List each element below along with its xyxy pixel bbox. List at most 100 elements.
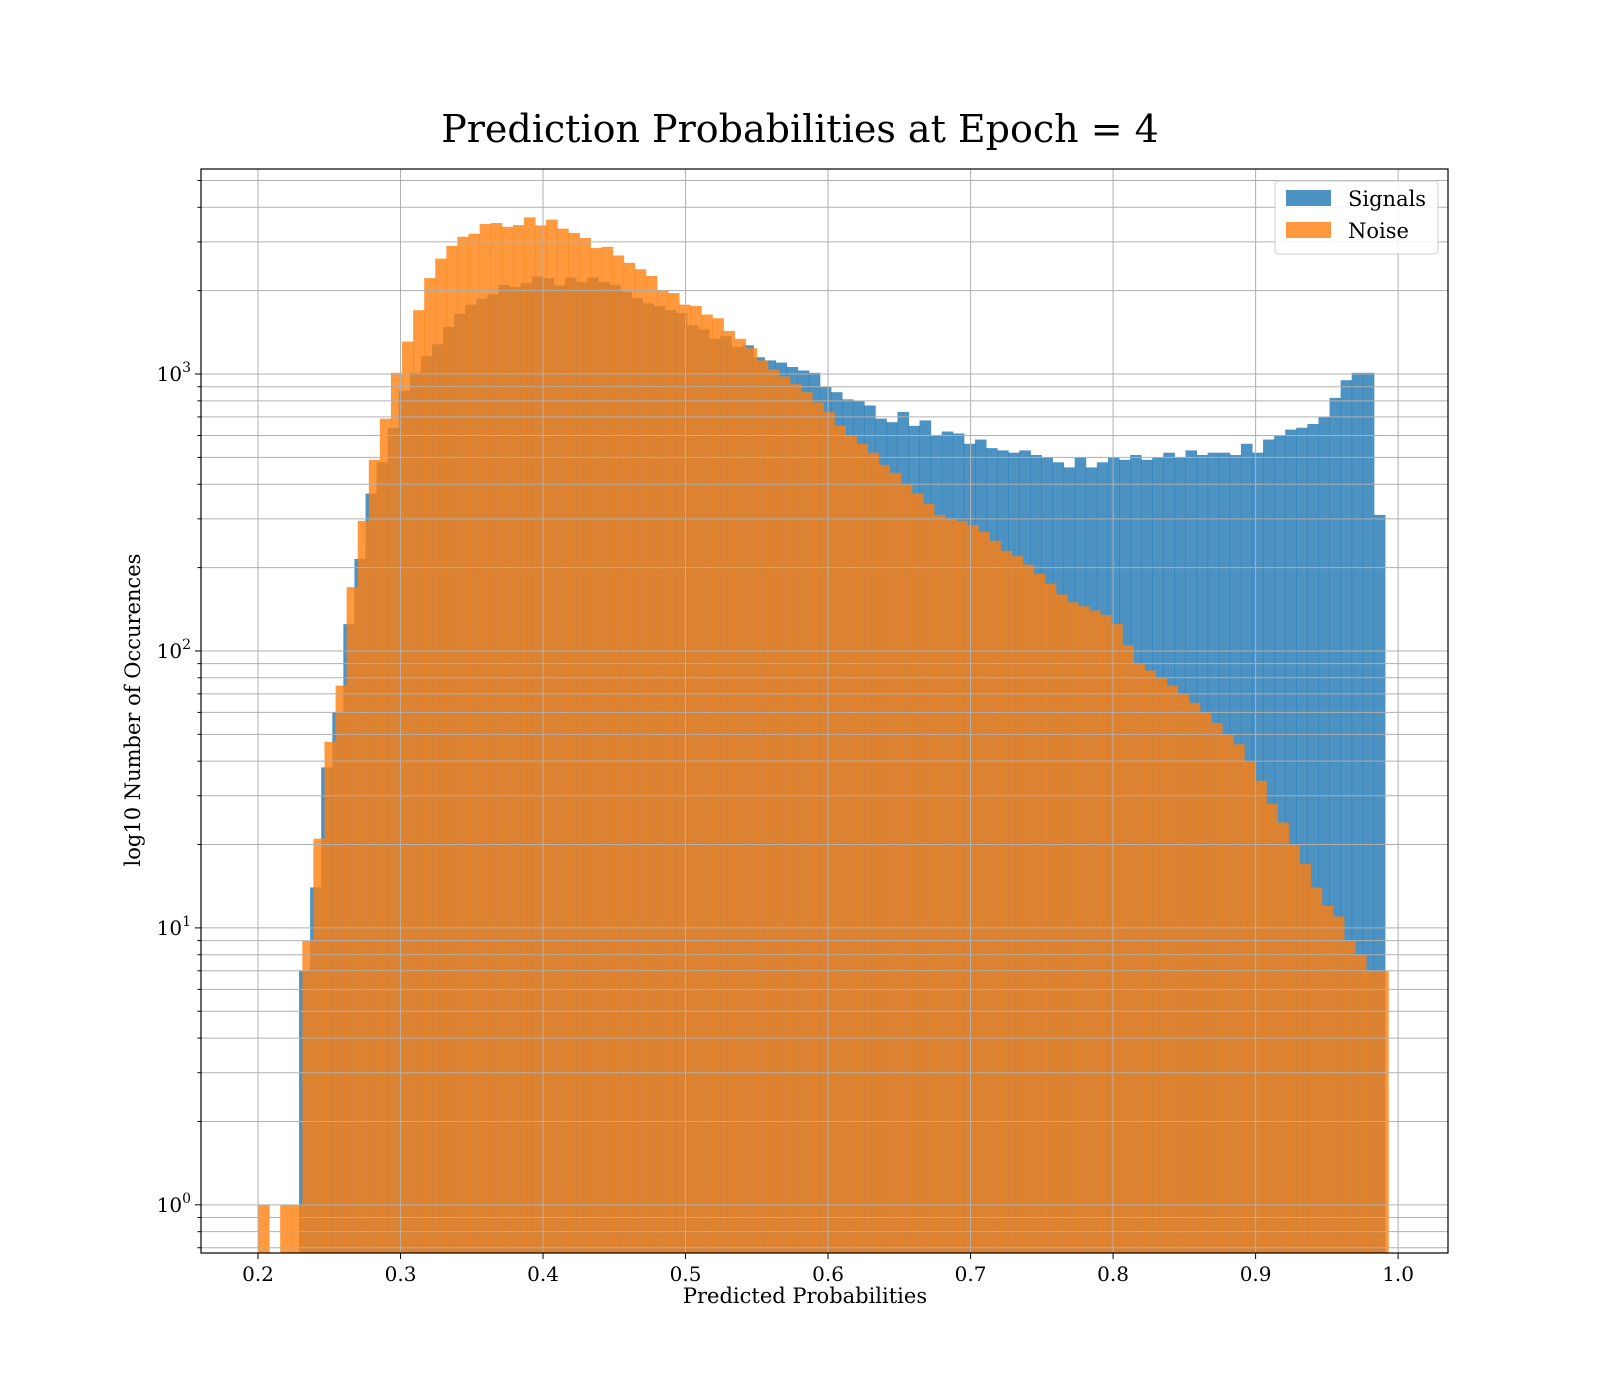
noise-bar — [446, 245, 458, 1254]
noise-bar — [889, 472, 902, 1253]
y-axis-label: log10 Number of Occurences — [121, 554, 145, 867]
noise-bar — [856, 443, 868, 1253]
x-tick-label: 0.5 — [670, 1262, 702, 1286]
noise-bar — [512, 225, 525, 1254]
noise-bar — [967, 525, 979, 1253]
noise-bar — [1299, 864, 1312, 1253]
noise-bars — [258, 217, 1389, 1254]
noise-bar — [1089, 610, 1101, 1253]
noise-bar — [623, 262, 636, 1253]
noise-bar — [612, 255, 625, 1254]
x-tick-label: 1.0 — [1382, 1262, 1414, 1286]
noise-bar — [956, 520, 968, 1253]
noise-bar — [490, 223, 503, 1253]
noise-bar — [291, 1204, 303, 1253]
noise-bar — [1077, 606, 1090, 1253]
noise-bar — [745, 348, 758, 1253]
noise-bar — [789, 384, 802, 1253]
noise-bar — [778, 376, 791, 1254]
signal-bar — [1318, 416, 1331, 1253]
x-tick-label: 0.4 — [527, 1262, 559, 1286]
y-tick-label: 102 — [157, 637, 191, 663]
legend-swatch-signals — [1286, 190, 1331, 206]
noise-bar — [867, 452, 880, 1253]
x-tick-label: 0.3 — [385, 1262, 417, 1286]
noise-bar — [413, 310, 425, 1254]
noise-bar — [579, 237, 591, 1253]
noise-bar — [546, 219, 558, 1253]
noise-bar — [712, 318, 724, 1253]
noise-bar — [501, 226, 514, 1254]
noise-bar — [834, 425, 846, 1254]
x-tick-label: 0.6 — [812, 1262, 844, 1286]
noise-bar — [1011, 556, 1024, 1253]
noise-bar — [357, 520, 370, 1253]
noise-bar — [346, 587, 359, 1253]
noise-bar — [1199, 712, 1212, 1253]
noise-bar — [1155, 677, 1168, 1253]
noise-bar — [601, 246, 614, 1253]
grid-lines — [201, 169, 1448, 1253]
noise-bar — [1332, 916, 1345, 1253]
signal-bar — [1329, 397, 1342, 1253]
noise-bar — [1111, 624, 1123, 1253]
noise-bar — [402, 341, 414, 1253]
noise-bar — [911, 493, 924, 1253]
noise-bar — [1000, 550, 1012, 1253]
noise-bar — [1366, 970, 1378, 1253]
chart-title: Prediction Probabilities at Epoch = 4 — [441, 107, 1159, 151]
legend: Signals Noise — [1274, 180, 1439, 255]
noise-bar — [1244, 761, 1256, 1253]
y-tick-label: 103 — [157, 360, 191, 386]
noise-bar — [302, 940, 314, 1253]
noise-bar — [1343, 940, 1356, 1253]
signal-bar — [1340, 380, 1353, 1253]
noise-bar — [1255, 780, 1267, 1253]
noise-bar — [1321, 905, 1334, 1253]
noise-bar — [978, 531, 990, 1253]
noise-bar — [812, 402, 824, 1253]
noise-bar — [258, 1204, 270, 1253]
noise-bar — [313, 838, 325, 1253]
noise-bar — [1133, 663, 1145, 1253]
noise-bar — [1100, 614, 1112, 1253]
noise-bar — [1377, 970, 1389, 1253]
noise-bar — [590, 248, 602, 1253]
noise-bar — [1033, 573, 1046, 1253]
x-tick-label: 0.9 — [1240, 1262, 1272, 1286]
noise-bar — [390, 372, 403, 1254]
noise-bar — [523, 217, 536, 1254]
noise-bar — [435, 258, 447, 1253]
noise-bar — [900, 484, 913, 1254]
noise-bar — [1188, 702, 1201, 1253]
noise-bar — [656, 290, 669, 1253]
signal-bar — [1373, 514, 1386, 1253]
noise-bar — [1354, 954, 1367, 1253]
noise-bar — [922, 503, 935, 1253]
noise-bar — [1122, 645, 1134, 1253]
y-tick-label: 100 — [157, 1191, 191, 1217]
noise-bar — [701, 314, 713, 1253]
noise-bar — [823, 411, 835, 1253]
noise-bar — [767, 369, 780, 1253]
signal-bar — [1362, 372, 1375, 1254]
noise-bar — [479, 224, 492, 1253]
noise-bar — [800, 392, 813, 1253]
noise-bar — [1044, 583, 1057, 1253]
legend-label-noise: Noise — [1348, 219, 1409, 243]
noise-bar — [457, 236, 470, 1254]
noise-bar — [1177, 693, 1190, 1253]
noise-bar — [368, 459, 381, 1254]
legend-label-signals: Signals — [1348, 187, 1426, 211]
noise-bar — [324, 741, 337, 1253]
noise-bar — [568, 233, 580, 1253]
noise-bar — [1055, 594, 1068, 1253]
x-tick-label: 0.2 — [242, 1262, 274, 1286]
noise-bar — [945, 518, 957, 1253]
noise-bar — [645, 275, 658, 1254]
noise-bar — [878, 464, 891, 1254]
x-tick-label: 0.8 — [1097, 1262, 1129, 1286]
noise-bar — [1288, 844, 1301, 1253]
signal-bar — [1296, 427, 1308, 1254]
